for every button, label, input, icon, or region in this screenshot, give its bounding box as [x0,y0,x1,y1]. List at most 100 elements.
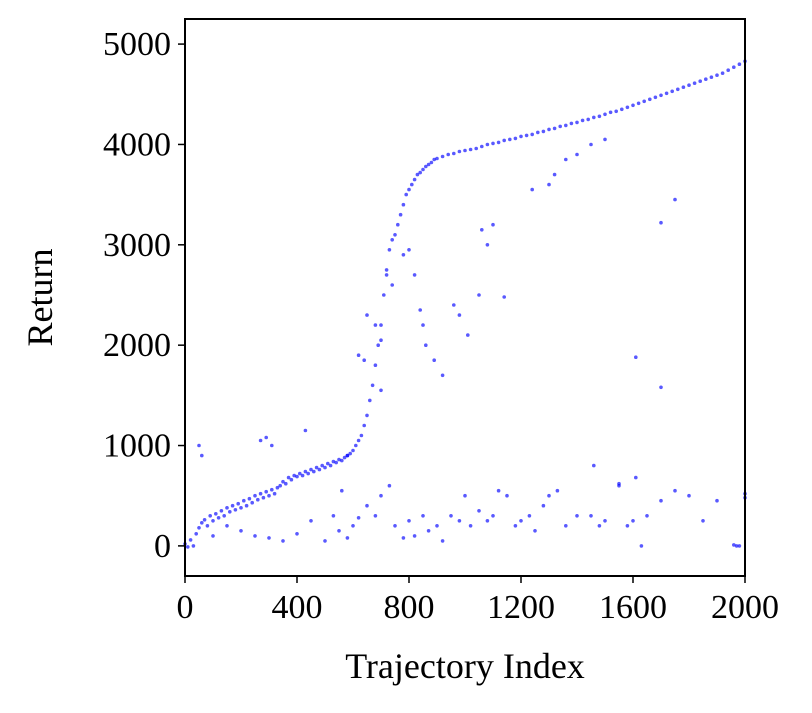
data-point [709,75,714,79]
x-tick-label: 1200 [487,589,555,626]
data-point [286,475,291,480]
data-point [295,474,299,479]
data-point [496,488,501,493]
data-point [407,519,411,523]
data-point [191,544,196,548]
data-point [236,501,240,506]
data-point [552,126,557,131]
data-point [446,152,451,157]
data-point [519,134,523,139]
data-point [524,133,529,138]
y-axis-label: Return [20,249,60,347]
data-point [726,68,730,72]
data-point [474,146,479,151]
data-point [410,182,414,187]
data-point [186,545,190,549]
data-point [421,323,425,327]
data-point [239,506,243,510]
data-point [715,498,719,503]
data-point [284,481,288,486]
data-point [261,495,266,500]
data-point [225,506,229,510]
data-point [603,137,607,142]
data-point [258,491,263,496]
data-point [564,157,568,162]
data-point [250,500,254,505]
data-point [200,453,204,458]
data-point [306,471,311,476]
data-point [449,514,453,518]
data-point [387,483,392,488]
data-point [597,114,602,119]
data-point [370,383,375,388]
y-tick-label: 5000 [103,26,171,63]
data-point [681,85,686,89]
data-point [365,413,369,418]
data-point [412,534,417,538]
data-point [340,458,344,463]
data-point [225,524,229,528]
data-point [373,323,378,327]
data-point [202,518,207,522]
data-point [407,187,411,192]
data-point [603,112,607,117]
data-point [398,212,403,217]
data-point [396,222,400,227]
data-point [634,475,638,480]
data-point [379,493,383,498]
data-point [552,172,557,177]
data-point [421,514,425,518]
data-point [533,529,537,533]
data-point [188,538,193,542]
data-point [435,156,439,161]
data-point [491,141,495,146]
data-point [659,220,663,225]
data-point [390,283,395,287]
data-point [737,62,742,66]
data-point [496,140,501,145]
data-point [569,121,574,126]
x-tick-label: 400 [272,589,323,626]
data-point [309,519,313,523]
data-point [620,107,624,112]
data-point [373,363,378,368]
data-point [303,469,308,474]
data-point [320,463,325,468]
data-point [390,238,395,242]
data-point [197,443,201,448]
plot-frame [184,18,746,577]
data-point [376,343,381,348]
data-point [393,524,397,528]
data-point [625,524,630,528]
data-point [564,123,568,128]
data-point [440,373,445,378]
data-point [608,110,613,115]
data-point [631,519,635,523]
y-tick-label: 0 [154,528,171,565]
y-tick-label: 4000 [103,126,171,163]
data-point [418,308,423,312]
data-point [345,453,350,458]
data-point [275,485,280,490]
data-point [362,358,367,363]
data-point [617,481,621,486]
data-point [659,498,663,503]
data-point [239,529,243,533]
data-point [365,503,369,508]
data-point [692,81,697,85]
data-point [457,149,462,154]
data-point [270,443,274,448]
data-point [463,493,467,498]
x-tick-label: 800 [384,589,435,626]
data-point [200,521,204,525]
data-point [317,467,322,472]
data-point [230,503,235,508]
data-point [228,510,232,514]
data-point [687,83,691,87]
data-point [345,536,350,540]
data-point [670,89,674,94]
data-point [424,164,428,169]
data-point [331,514,336,518]
data-point [356,438,361,443]
data-point [323,539,327,543]
